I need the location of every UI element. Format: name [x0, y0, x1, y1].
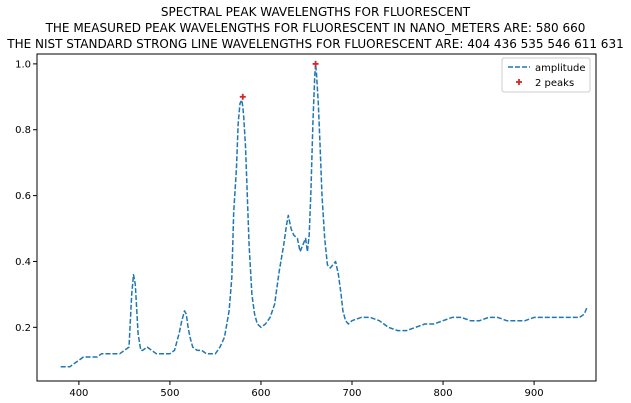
axes-frame: [36, 53, 597, 382]
peak-marker-660: [312, 60, 319, 67]
y-tick-label-2: 0.6: [15, 191, 31, 202]
chart-subtitle-line-1: THE MEASURED PEAK WAVELENGTHS FOR FLUORE…: [45, 21, 586, 35]
y-tick-label-0: 0.2: [15, 323, 31, 334]
x-tick-label-700: 700: [342, 388, 361, 399]
x-tick-label-400: 400: [69, 388, 88, 399]
x-tick-label-600: 600: [251, 388, 270, 399]
y-tick-label-3: 0.8: [15, 125, 31, 136]
x-tick-label-500: 500: [160, 388, 179, 399]
legend: amplitude 2 peaks: [501, 57, 591, 93]
series-amplitude-line: [60, 63, 588, 368]
x-tick-label-800: 800: [434, 388, 453, 399]
legend-peaks-marker: [516, 79, 522, 85]
legend-peaks-label: 2 peaks: [535, 78, 574, 89]
peak-marker-580: [239, 93, 246, 100]
plot-area: 400 500 600 700 800 900 0.2 0.4 0.6 0.8 1.0: [15, 53, 597, 399]
chart-subtitle-line-2: THE NIST STANDARD STRONG LINE WAVELENGTH…: [6, 37, 623, 51]
y-tick-label-1: 0.4: [15, 257, 31, 268]
legend-amplitude-label: amplitude: [535, 63, 586, 74]
x-tick-label-900: 900: [525, 388, 544, 399]
chart-titles: SPECTRAL PEAK WAVELENGTHS FOR FLUORESCEN…: [6, 5, 623, 51]
y-tick-label-4: 1.0: [15, 59, 31, 70]
chart-title: SPECTRAL PEAK WAVELENGTHS FOR FLUORESCEN…: [161, 5, 471, 19]
